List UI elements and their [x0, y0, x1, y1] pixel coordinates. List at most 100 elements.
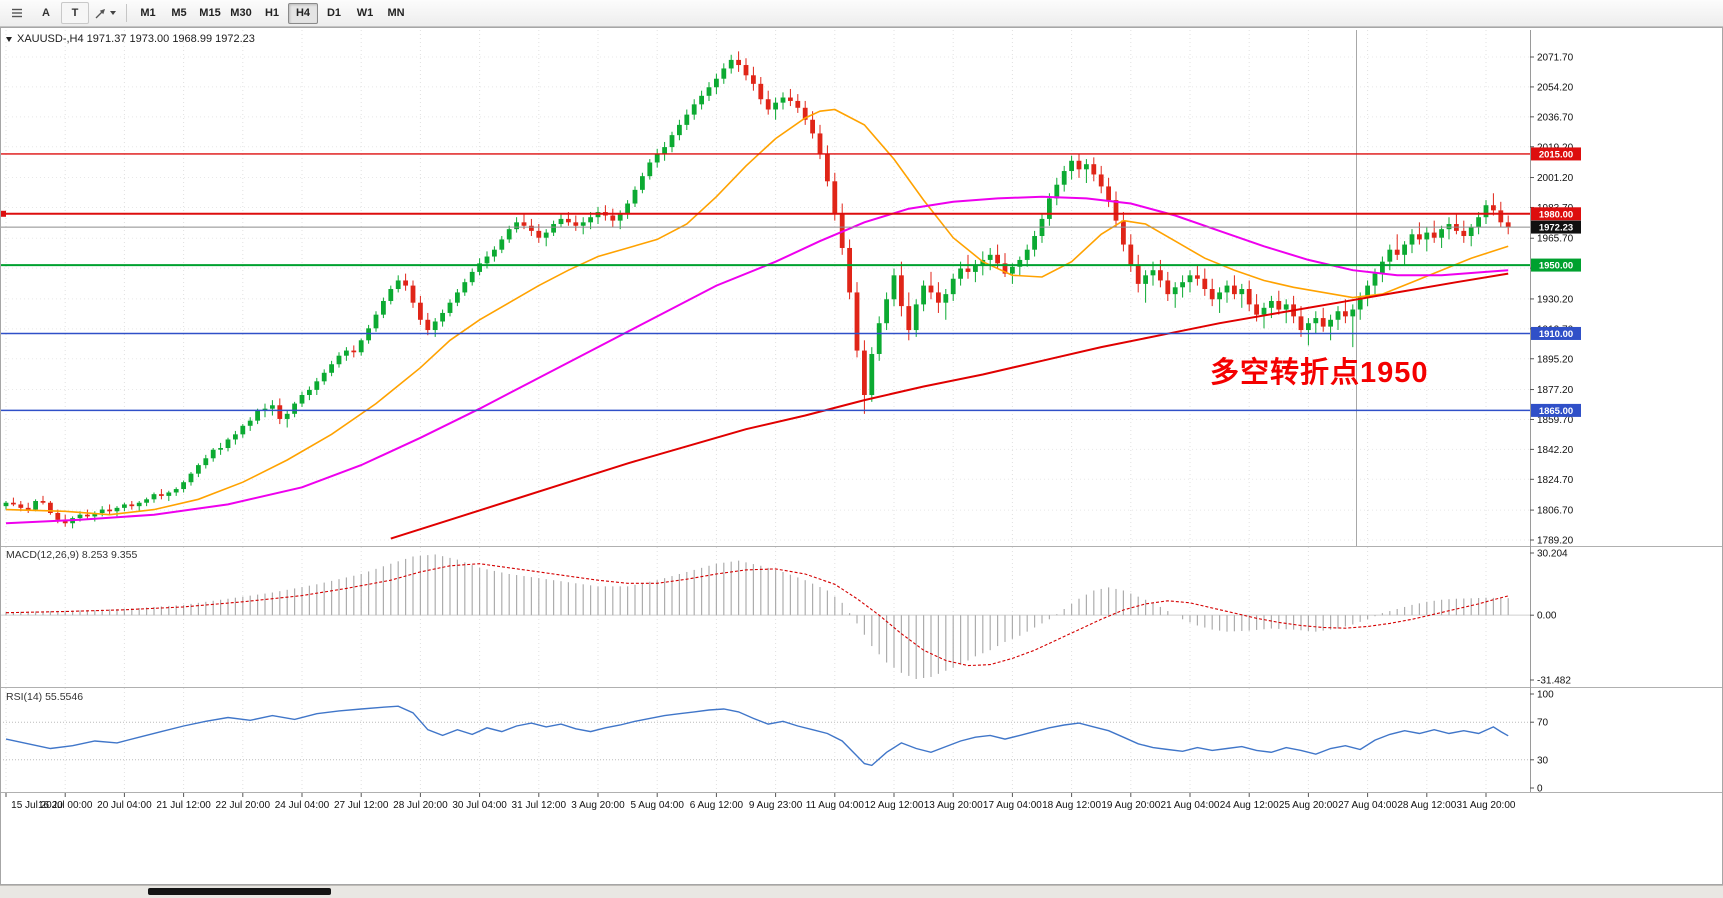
candle: [1106, 177, 1111, 207]
candle: [425, 312, 431, 336]
candle: [1439, 225, 1444, 248]
price-badge: 1950.00: [1531, 258, 1581, 272]
price-badge: 2015.00: [1531, 147, 1581, 161]
time-axis-label: 5 Aug 04:00: [631, 800, 685, 811]
timeframe-button-m1[interactable]: M1: [140, 7, 156, 19]
candle: [847, 239, 852, 300]
toolbar: A T M1 M5 M15 M30 H1 H4 D1 W1 MN: [0, 0, 1723, 27]
candle: [506, 225, 512, 243]
candle: [314, 377, 320, 396]
candle: [1032, 230, 1037, 257]
candle: [1365, 280, 1370, 307]
candle: [181, 480, 186, 493]
rsi-scale-label: 100: [1537, 690, 1554, 701]
candle: [1431, 220, 1437, 243]
time-axis-label: 3 Aug 20:00: [571, 800, 625, 811]
candle: [3, 501, 9, 510]
candle: [136, 501, 142, 512]
candle: [1468, 224, 1474, 247]
candle: [810, 111, 815, 139]
candle: [662, 141, 667, 161]
macd-panel: [0, 554, 1530, 680]
time-axis-label: 28 Aug 12:00: [1397, 800, 1456, 811]
price-axis-label: 1842.20: [1537, 445, 1574, 456]
candle: [307, 386, 312, 401]
price-axis-label: 1877.20: [1537, 385, 1574, 396]
svg-text:1865.00: 1865.00: [1539, 406, 1573, 417]
text-tool-button[interactable]: T: [61, 2, 89, 24]
time-axis-label: 6 Aug 12:00: [690, 800, 744, 811]
time-axis-label: 11 Aug 04:00: [806, 800, 865, 811]
svg-text:2015.00: 2015.00: [1539, 149, 1573, 160]
candle: [240, 424, 246, 438]
line-anchor-marker[interactable]: [0, 210, 6, 217]
candle: [40, 495, 46, 505]
candle: [321, 369, 327, 385]
chart-background: [0, 27, 1723, 885]
candle: [728, 54, 734, 74]
candle: [758, 77, 764, 105]
candle: [580, 217, 586, 235]
candle: [1098, 165, 1104, 194]
candle: [654, 148, 660, 168]
chart-text-annotation[interactable]: 多空转折点1950: [1210, 357, 1429, 389]
candle: [381, 297, 386, 319]
candle: [159, 489, 164, 500]
candle: [336, 352, 342, 368]
candle: [773, 97, 778, 120]
candle: [410, 280, 416, 308]
candle: [899, 261, 904, 317]
candle: [1380, 256, 1385, 283]
timeframe-button-m5[interactable]: M5: [171, 7, 187, 19]
scale-column: [1531, 28, 1722, 884]
candle: [1320, 307, 1326, 332]
rsi-scale-label: 30: [1537, 755, 1549, 766]
candle: [1313, 311, 1319, 334]
timeframe-button-m30[interactable]: M30: [230, 7, 252, 19]
candle: [122, 502, 127, 512]
timeframe-button-w1[interactable]: W1: [356, 7, 374, 19]
svg-text:1972.23: 1972.23: [1539, 223, 1573, 234]
candle: [292, 401, 297, 418]
time-axis-label: 25 Aug 20:00: [1279, 800, 1338, 811]
timeframe-button-d1[interactable]: D1: [326, 7, 342, 19]
horizontal-level-line[interactable]: [0, 210, 1530, 217]
draw-tool-button[interactable]: [90, 2, 120, 24]
candle: [632, 186, 638, 207]
time-axis-label: 28 Jul 20:00: [393, 800, 448, 811]
timeframe-button-m15[interactable]: M15: [199, 7, 221, 19]
price-badge: 1980.00: [1531, 207, 1581, 221]
dropdown-caret-icon[interactable]: [110, 11, 116, 15]
candle: [987, 247, 993, 271]
candle: [640, 172, 645, 194]
timeframe-button-h1[interactable]: H1: [264, 7, 280, 19]
chart-list-icon[interactable]: [3, 2, 31, 24]
candle: [440, 309, 445, 327]
time-axis-label: 31 Aug 20:00: [1457, 800, 1516, 811]
pointer-tool-button[interactable]: A: [32, 2, 60, 24]
candle: [1483, 200, 1489, 225]
candle: [1076, 153, 1082, 178]
price-chart-canvas[interactable]: 2071.702054.202036.702019.202001.201983.…: [0, 27, 1723, 885]
candle: [1476, 212, 1481, 235]
macd-scale-label: -31.482: [1537, 676, 1571, 687]
rsi-line: [5, 705, 1509, 767]
candle: [462, 278, 468, 296]
timeframe-button-h4[interactable]: H4: [288, 2, 318, 24]
price-axis-label: 2036.70: [1537, 112, 1574, 123]
time-axis-label: 31 Jul 12:00: [512, 800, 567, 811]
candle: [802, 100, 808, 125]
rsi-indicator-label: RSI(14) 55.5546: [6, 691, 84, 703]
candle: [210, 448, 216, 462]
timeframe-button-mn[interactable]: MN: [387, 7, 405, 19]
candle: [1143, 270, 1148, 303]
candle: [795, 94, 801, 113]
svg-text:1910.00: 1910.00: [1539, 329, 1573, 340]
candle: [33, 499, 38, 512]
candle: [1505, 215, 1511, 235]
time-axis-label: 27 Aug 04:00: [1338, 800, 1397, 811]
candle: [277, 398, 283, 425]
candle: [455, 289, 460, 307]
candle: [373, 311, 379, 332]
candle: [418, 295, 423, 325]
